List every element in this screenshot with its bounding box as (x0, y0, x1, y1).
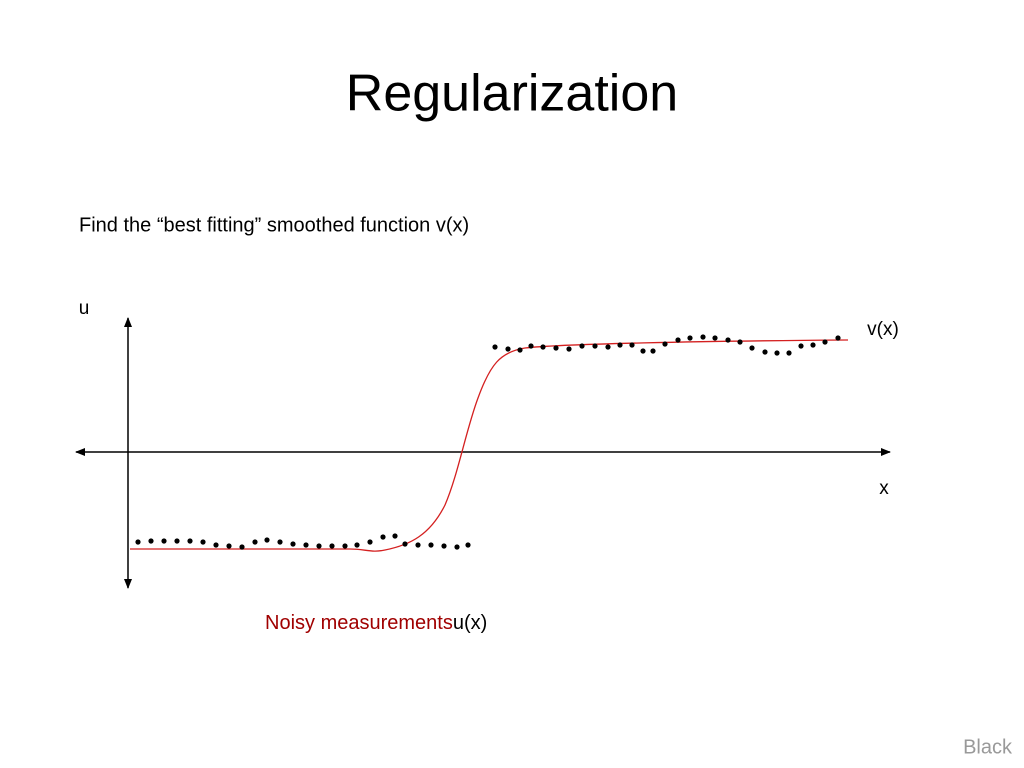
noisy-dot (428, 542, 434, 548)
v-label: v(x) (867, 319, 899, 340)
noisy-dot (640, 348, 646, 354)
noisy-dot (774, 350, 780, 356)
noisy-dot (367, 539, 373, 545)
noisy-dot (798, 343, 804, 349)
noisy-dot (174, 538, 180, 544)
ux-text: u(x) (453, 612, 487, 634)
noisy-dot (786, 350, 792, 356)
noisy-dot (303, 542, 309, 548)
noisy-dot (415, 542, 421, 548)
body-text: Find the “best fitting” smoothed functio… (79, 214, 469, 236)
footer-text: Black (963, 736, 1013, 758)
noisy-dot (465, 542, 471, 548)
noisy-dot (148, 538, 154, 544)
noisy-dot (187, 538, 193, 544)
noisy-dot (835, 335, 841, 341)
noisy-dot (822, 339, 828, 345)
noisy-dot (277, 539, 283, 545)
noisy-dot (454, 544, 460, 550)
noisy-dot (200, 539, 206, 545)
noisy-dot (528, 343, 534, 349)
noisy-dot (135, 539, 141, 545)
noisy-dot (700, 334, 706, 340)
noisy-dot (749, 345, 755, 351)
noisy-dot (492, 344, 498, 350)
noisy-dot (342, 543, 348, 549)
noisy-dots (135, 334, 841, 550)
noisy-dot (290, 541, 296, 547)
noisy-dot (662, 341, 668, 347)
noisy-dot (264, 537, 270, 543)
noisy-dot (252, 539, 258, 545)
noisy-dot (380, 534, 386, 540)
noisy-dot (725, 337, 731, 343)
noisy-dot (354, 542, 360, 548)
noisy-dot (316, 543, 322, 549)
noisy-dot (737, 339, 743, 345)
noisy-dot (329, 543, 335, 549)
noisy-dot (540, 344, 546, 350)
slide-title: Regularization (346, 65, 678, 123)
noisy-dot (650, 348, 656, 354)
noisy-dot (566, 346, 572, 352)
noisy-dot (605, 344, 611, 350)
noisy-label: Noisy measurementsu(x) (265, 612, 487, 634)
noisy-dot (629, 342, 635, 348)
noisy-dot (592, 343, 598, 349)
noisy-dot (617, 342, 623, 348)
u-label: u (79, 298, 90, 319)
noisy-dot (712, 335, 718, 341)
noisy-dot (687, 335, 693, 341)
x-label: x (879, 478, 889, 499)
noisy-dot (239, 544, 245, 550)
noisy-dot (505, 346, 511, 352)
noisy-dot (213, 542, 219, 548)
noisy-dot (553, 345, 559, 351)
noisy-dot (762, 349, 768, 355)
noisy-dot (810, 342, 816, 348)
smooth-curve (130, 339, 849, 552)
noisy-dot (675, 337, 681, 343)
noisy-dot (402, 541, 408, 547)
noisy-dot (392, 533, 398, 539)
noisy-dot (226, 543, 232, 549)
noisy-dot (579, 343, 585, 349)
noisy-dot (441, 543, 447, 549)
noisy-dot (161, 538, 167, 544)
noisy-dot (517, 347, 523, 353)
noisy-text: Noisy measurements (265, 612, 453, 634)
